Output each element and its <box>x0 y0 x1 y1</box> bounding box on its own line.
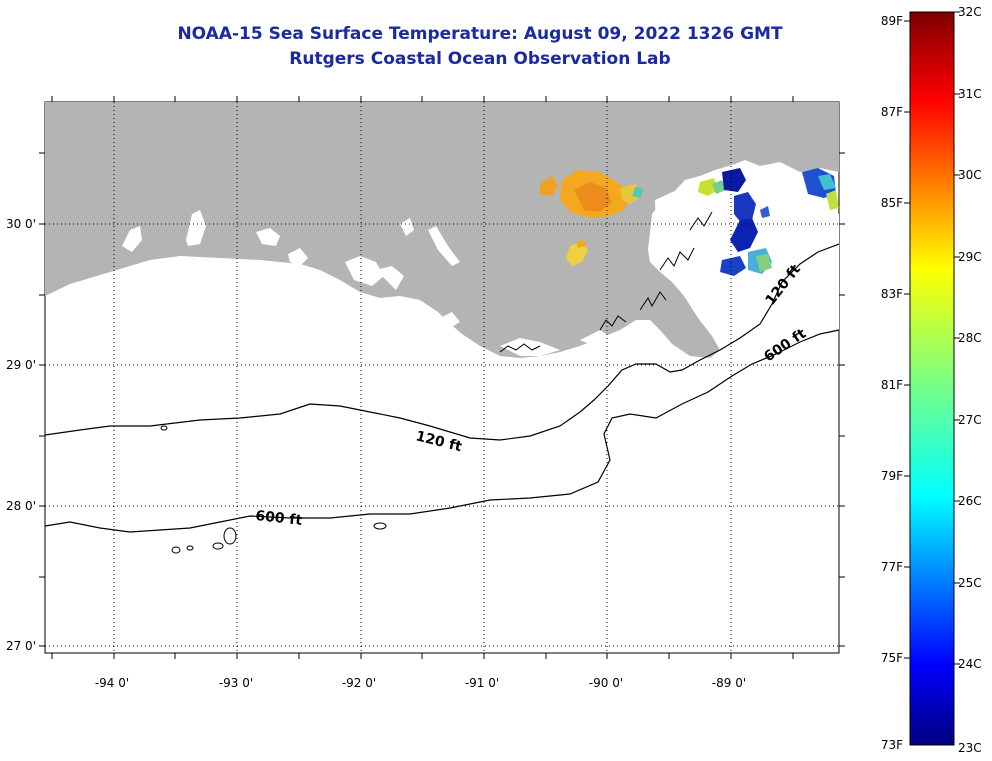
colorbar-f-label: 75F <box>881 651 903 665</box>
contour-120ft <box>45 243 839 441</box>
colorbar-c-label: 27C <box>958 413 982 427</box>
colorbar-c-label: 28C <box>958 331 982 345</box>
colorbar-f-label: 83F <box>881 287 903 301</box>
contour-label-600-gulf: 600 ft <box>255 508 304 529</box>
colorbar-c-label: 25C <box>958 576 982 590</box>
lon-label: -94 0' <box>95 676 129 690</box>
lon-label: -92 0' <box>342 676 376 690</box>
colorbar-c-label: 31C <box>958 87 982 101</box>
colorbar-c-label: 23C <box>958 741 982 755</box>
lat-label: 28 0' <box>6 499 36 513</box>
colorbar-f-label: 81F <box>881 378 903 392</box>
colorbar-f-label: 73F <box>881 738 903 752</box>
colorbar-c-label: 30C <box>958 168 982 182</box>
inland-water <box>122 174 839 356</box>
colorbar-f-label: 77F <box>881 560 903 574</box>
lat-label: 29 0' <box>6 358 36 372</box>
lon-label: -89 0' <box>712 676 746 690</box>
colorbar-c-label: 32C <box>958 5 982 19</box>
contour-600ft <box>45 329 839 533</box>
colorbar-f-label: 89F <box>881 14 903 28</box>
graticule <box>45 102 839 653</box>
colorbar: 89F 87F 85F 83F 81F 79F 77F 75F 73F 32C … <box>881 5 982 755</box>
axis-ticks <box>39 96 845 659</box>
colorbar-c-label: 24C <box>958 657 982 671</box>
colorbar-c-label: 26C <box>958 494 982 508</box>
coast-detail <box>499 211 713 353</box>
lat-label: 27 0' <box>6 639 36 653</box>
colorbar-f-label: 85F <box>881 196 903 210</box>
lon-label: -93 0' <box>219 676 253 690</box>
map-subtitle: Rutgers Coastal Ocean Observation Lab <box>289 49 671 69</box>
colorbar-ramp <box>909 11 955 746</box>
contour-islands <box>160 425 387 554</box>
colorbar-f-label: 79F <box>881 469 903 483</box>
map-title: NOAA-15 Sea Surface Temperature: August … <box>177 24 783 44</box>
land-area <box>45 102 839 358</box>
colorbar-f-label: 87F <box>881 105 903 119</box>
lon-label: -90 0' <box>589 676 623 690</box>
lat-label: 30 0' <box>6 217 36 231</box>
lon-label: -91 0' <box>465 676 499 690</box>
colorbar-c-label: 29C <box>958 250 982 264</box>
sst-pixels <box>540 168 839 276</box>
